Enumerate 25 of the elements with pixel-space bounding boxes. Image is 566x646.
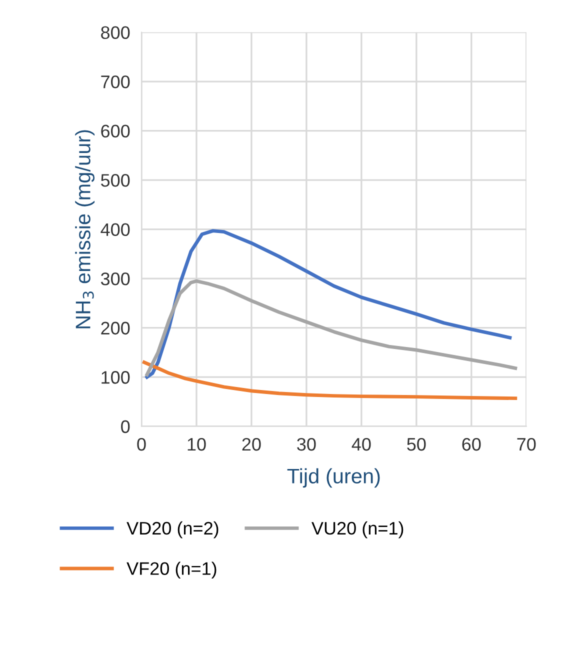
line-series — [142, 360, 518, 400]
y-tick-label: 600 — [101, 124, 130, 138]
x-tick-label: 10 — [188, 438, 206, 451]
line-series — [145, 279, 518, 376]
x-tick-label: 20 — [242, 438, 261, 451]
y-tick-label: 100 — [102, 371, 130, 384]
y-axis-title: NH$_{3}$ emissie (mg/uur) — [75, 130, 95, 328]
y-tick-label: 800 — [101, 26, 130, 40]
legend-label: VD20 (n=2) — [126, 521, 218, 538]
y-tick-label: 300 — [100, 272, 130, 286]
x-tick-label: 50 — [407, 438, 426, 451]
x-tick-label: 60 — [462, 438, 481, 451]
line-series — [145, 229, 512, 379]
y-tick-label: 0 — [121, 420, 130, 434]
y-tick-label: 700 — [101, 75, 130, 88]
legend-label: VF20 (n=1) — [126, 562, 216, 579]
x-tick-label: 30 — [297, 438, 316, 451]
y-tick-label: 500 — [100, 174, 130, 187]
legend-label: VU20 (n=1) — [312, 521, 404, 538]
y-tick-label: 400 — [100, 223, 130, 236]
y-tick-label: 200 — [101, 322, 130, 335]
x-tick-label: 0 — [137, 438, 146, 451]
x-axis-title: Tijd (uren) — [287, 468, 380, 488]
x-tick-label: 40 — [352, 438, 371, 451]
x-tick-label: 70 — [517, 438, 536, 451]
